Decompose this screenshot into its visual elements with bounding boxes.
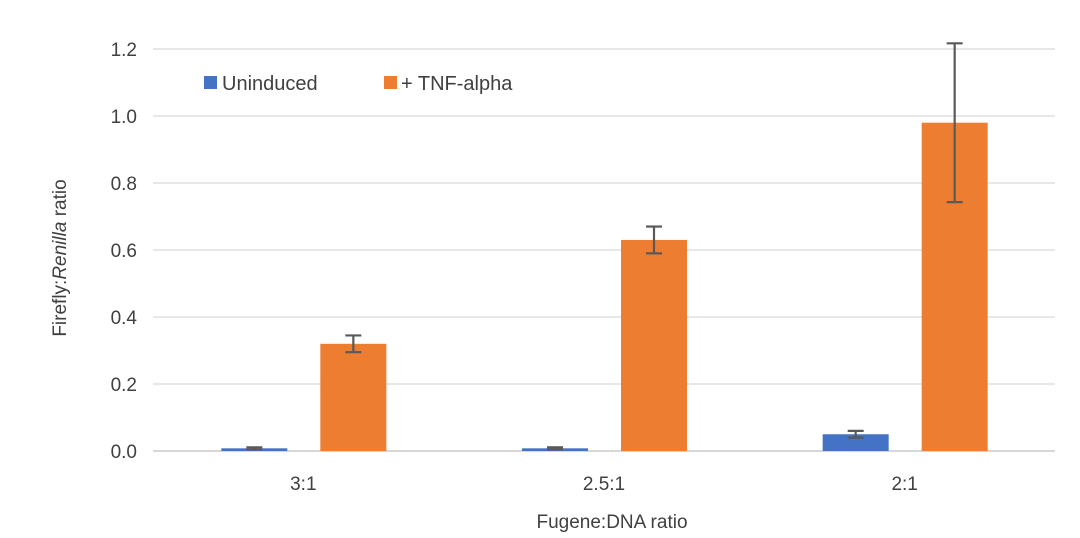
- y-tick-label: 0.4: [111, 308, 138, 329]
- legend-label-uninduced: Uninduced: [222, 73, 318, 95]
- x-axis-title: Fugene:DNA ratio: [536, 512, 687, 533]
- bar-uninduced: [822, 434, 889, 451]
- error-bar: [946, 42, 963, 204]
- y-tick-label: 1.2: [111, 40, 137, 61]
- error-bar: [345, 334, 362, 354]
- legend-swatch-tnf-alpha: [384, 76, 397, 89]
- error-bars: [246, 42, 963, 451]
- bars: [221, 122, 988, 451]
- x-tick-label: 2:1: [891, 474, 917, 495]
- y-tick-label: 1.0: [111, 107, 137, 128]
- legend-label-tnf-alpha: + TNF-alpha: [401, 73, 513, 95]
- y-tick-label: 0.0: [111, 442, 137, 463]
- error-bar: [646, 225, 662, 255]
- y-tick-label: 0.6: [111, 241, 137, 262]
- error-bar: [246, 446, 263, 451]
- x-axis-ticks: 3:1 2.5:1 2:1: [290, 474, 918, 495]
- x-tick-label: 2.5:1: [583, 474, 625, 495]
- bar-tnf-alpha: [621, 239, 687, 451]
- y-axis-ticks: 0.0 0.2 0.4 0.6 0.8 1.0 1.2: [111, 40, 138, 463]
- error-bar: [847, 429, 864, 439]
- y-tick-label: 0.2: [111, 375, 137, 396]
- y-tick-label: 0.8: [111, 174, 137, 195]
- x-tick-label: 3:1: [290, 474, 316, 495]
- y-axis-title-part-3: ratio: [50, 179, 71, 221]
- bar-tnf-alpha: [320, 343, 387, 451]
- y-axis-title: Firefly:Renilla ratio: [50, 179, 71, 336]
- y-axis-title-part-2: Renilla: [50, 222, 71, 280]
- gridlines: [153, 48, 1055, 452]
- legend-swatch-uninduced: [204, 76, 217, 89]
- y-axis-title-part-1: Firefly:: [50, 280, 71, 337]
- error-bar: [547, 446, 563, 451]
- legend: Uninduced + TNF-alpha: [204, 73, 513, 95]
